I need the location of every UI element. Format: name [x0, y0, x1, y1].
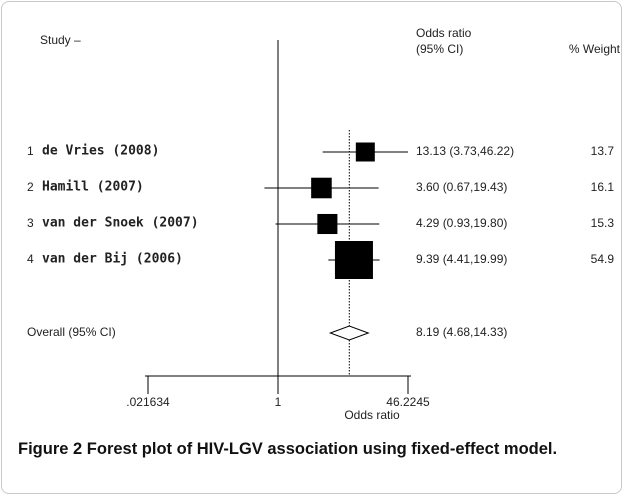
weight-box — [334, 241, 373, 279]
x-axis-label: Odds ratio — [344, 408, 400, 422]
estimate-header: Odds ratio — [416, 26, 472, 40]
study-name: van der Snoek (2007) — [42, 216, 199, 231]
estimate-subheader: (95% CI) — [416, 42, 463, 56]
study-number: 2 — [27, 180, 34, 194]
caption: Figure 2 Forest plot of HIV-LGV associat… — [18, 438, 608, 461]
ci-label: 13.13 (3.73,46.22) — [416, 144, 514, 158]
weight-label: 54.9 — [591, 252, 615, 266]
weight-box — [355, 142, 375, 162]
weight-box — [311, 177, 332, 199]
caption-text: Forest plot of HIV-LGV association using… — [86, 440, 558, 458]
study-number: 4 — [27, 252, 34, 266]
ci-label: 3.60 (0.67,19.43) — [416, 180, 507, 194]
study-number: 1 — [27, 144, 34, 158]
weight-label: 13.7 — [591, 144, 615, 158]
ci-label: 4.29 (0.93,19.80) — [416, 216, 507, 230]
study-header: Study – — [40, 33, 81, 47]
weight-box — [317, 213, 338, 235]
caption-label: Figure 2 — [18, 440, 83, 458]
overall-label: Overall (95% CI) — [27, 325, 116, 339]
x-tick-label: .021634 — [126, 395, 170, 409]
study-name: de Vries (2008) — [42, 144, 159, 159]
x-tick-label: 1 — [275, 395, 282, 409]
study-name: van der Bij (2006) — [42, 252, 183, 267]
ci-label: 9.39 (4.41,19.99) — [416, 252, 507, 266]
weight-label: 16.1 — [591, 180, 615, 194]
study-number: 3 — [27, 216, 34, 230]
study-name: Hamill (2007) — [42, 180, 144, 195]
weight-label: 15.3 — [591, 216, 615, 230]
x-tick-label: 46.2245 — [386, 395, 430, 409]
weight-header: % Weight — [569, 42, 621, 56]
overall-diamond — [328, 325, 370, 341]
overall-ci-label: 8.19 (4.68,14.33) — [416, 325, 507, 339]
chart: Study – Odds ratio (95% CI) % Weight Odd… — [27, 26, 621, 422]
